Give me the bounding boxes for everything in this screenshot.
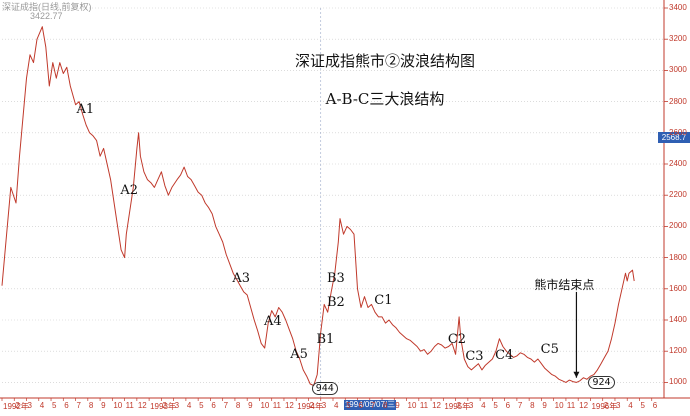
y-tick-label: 1000 xyxy=(669,377,687,387)
wave-label: B1 xyxy=(316,332,335,348)
x-tick-label: 7 xyxy=(370,401,376,410)
x-tick-label: 11 xyxy=(272,401,282,410)
x-tick-label: 9 xyxy=(395,401,400,410)
x-tick-label: 11 xyxy=(125,401,134,410)
x-tick-label: 1995年 xyxy=(444,402,471,411)
wave-label: A5 xyxy=(290,347,308,363)
low-point-marker: 944 xyxy=(311,381,338,395)
x-tick-label: 8 xyxy=(530,401,535,410)
y-tick-label: 1600 xyxy=(669,283,687,293)
x-tick-label: 2 xyxy=(603,401,609,410)
wave-label: A2 xyxy=(120,182,139,198)
x-tick-label: 6 xyxy=(652,401,658,410)
grid xyxy=(2,7,664,398)
wave-label: A1 xyxy=(76,102,95,118)
x-tick-label: 7 xyxy=(517,401,523,410)
x-tick-label: 1993年 xyxy=(150,402,176,411)
x-tick-label: 5 xyxy=(199,401,204,410)
last-price-box: 2568.7 xyxy=(658,131,690,143)
x-tick-label: 5 xyxy=(346,401,351,410)
x-tick-label: 12 xyxy=(137,401,147,410)
x-tick-label: 7 xyxy=(76,401,81,410)
y-tick-label: 2600 xyxy=(669,127,687,137)
y-tick-label: 1800 xyxy=(669,252,687,262)
wave-label: C3 xyxy=(465,349,484,365)
wave-label: A4 xyxy=(263,313,282,329)
wave-label: A3 xyxy=(232,271,251,287)
y-tick-label: 3000 xyxy=(669,65,687,75)
y-tick-label: 1200 xyxy=(669,346,687,356)
x-tick-label: 10 xyxy=(554,401,564,410)
x-tick-label: 3 xyxy=(321,401,327,410)
x-tick-label: 12 xyxy=(284,401,294,410)
x-tick-label: 11 xyxy=(419,401,429,410)
series-layer xyxy=(1,26,635,386)
x-tick-label: 10 xyxy=(407,401,417,410)
y-tick-label: 2000 xyxy=(669,221,687,231)
wave-label: B3 xyxy=(327,271,345,287)
chart-header-title: 深证成指(日线,前复权) xyxy=(2,2,92,12)
x-tick-label: 11 xyxy=(566,401,576,410)
x-tick-label: 12 xyxy=(432,401,441,410)
x-tick-label: 12 xyxy=(579,401,589,410)
y-tick-label: 2800 xyxy=(669,96,687,106)
x-tick-label: 9 xyxy=(248,401,253,410)
wave-label: C1 xyxy=(374,292,393,308)
x-tick-label: 9 xyxy=(542,401,547,410)
series-line xyxy=(1,26,635,386)
x-tick-label: 5 xyxy=(52,401,57,410)
end-arrow xyxy=(573,291,580,378)
chart-title: 深证成指熊市②波浪结构图 xyxy=(294,52,475,70)
arrow-head xyxy=(573,371,580,378)
x-tick-label: 6 xyxy=(211,401,216,410)
x-tick-label: 2 xyxy=(15,401,20,410)
y-tick-label: 1400 xyxy=(669,315,687,324)
x-tick-label: 9 xyxy=(101,401,106,410)
x-tick-label: 2 xyxy=(456,401,462,410)
x-tick-label: 4 xyxy=(334,401,339,410)
x-tick-label: 3 xyxy=(468,401,474,410)
x-tick-label: 6 xyxy=(358,401,363,410)
chart-header-value: 3422.77 xyxy=(30,11,63,21)
y-tick-label: 2200 xyxy=(669,190,687,200)
x-tick-label: 6 xyxy=(505,401,511,410)
wave-label: C4 xyxy=(495,347,514,363)
cursor-date-box: 1994/09/07/三 xyxy=(344,400,396,410)
x-tick-label: 4 xyxy=(186,401,192,410)
x-tick-label: 2 xyxy=(309,401,314,410)
x-tick-label: 10 xyxy=(260,401,270,410)
x-tick-label: 5 xyxy=(640,401,645,410)
x-tick-label: 8 xyxy=(88,401,94,410)
x-tick-label: 6 xyxy=(64,401,69,410)
x-tick-label: 4 xyxy=(481,401,486,410)
x-tick-label: 1992年 xyxy=(3,402,29,411)
x-tick-label: 10 xyxy=(113,401,123,410)
y-tick-label: 3400 xyxy=(669,3,687,12)
y-tick-label: 2400 xyxy=(669,159,687,168)
axes xyxy=(0,0,690,401)
bear-market-end-label: 熊市结束点 xyxy=(534,277,595,292)
wave-label: C2 xyxy=(447,332,467,348)
x-tick-label: 7 xyxy=(223,401,229,410)
x-tick-label: 4 xyxy=(628,401,633,410)
wave-label: C5 xyxy=(540,341,559,357)
chart-subtitle: A-B-C三大浪结构 xyxy=(325,90,445,108)
y-tick-label: 3200 xyxy=(669,34,687,44)
x-tick-label: 3 xyxy=(27,401,32,410)
x-tick-label: 8 xyxy=(383,401,388,410)
x-tick-label: 8 xyxy=(235,401,241,410)
x-tick-label: 1996年 xyxy=(591,402,618,411)
x-tick-label: 3 xyxy=(174,401,180,410)
x-tick-label: 1994年 xyxy=(297,402,324,411)
wave-label: B2 xyxy=(327,294,345,310)
x-tick-label: 3 xyxy=(615,401,621,410)
low-point-marker: 924 xyxy=(588,376,615,390)
x-tick-label: 5 xyxy=(493,401,498,410)
x-tick-label: 2 xyxy=(162,401,167,410)
x-tick-label: 4 xyxy=(39,401,45,410)
